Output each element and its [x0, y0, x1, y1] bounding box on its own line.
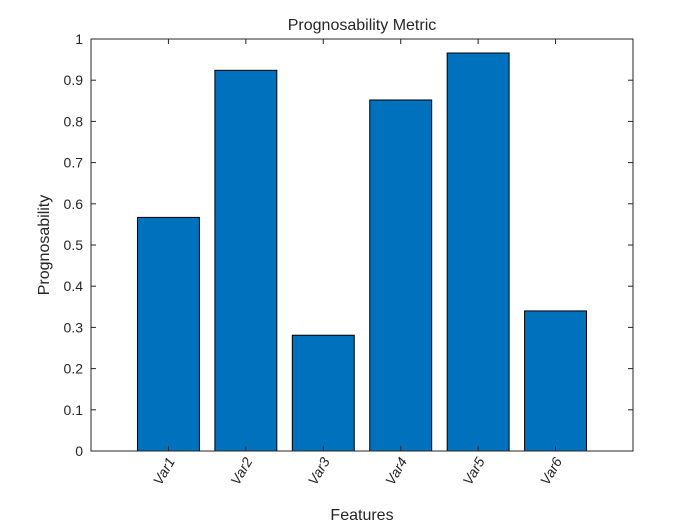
y-tick-label: 0.8 [64, 113, 84, 129]
bar-var3 [291, 334, 355, 452]
chart-title: Prognosability Metric [288, 17, 437, 34]
y-axis-ticks: 0 0.1 0.2 0.3 0.4 0.5 0.6 0.7 0.8 0.9 1 [64, 31, 633, 459]
y-tick-label: 0 [75, 443, 83, 459]
bar-var6 [524, 310, 588, 452]
bar-var1 [136, 216, 200, 452]
bars-group [136, 52, 588, 452]
y-tick-label: 0.1 [64, 402, 84, 418]
y-tick-label: 0.5 [64, 237, 84, 253]
bar-var2 [214, 69, 278, 452]
bar-var5 [446, 52, 510, 452]
x-axis-label: Features [330, 507, 393, 524]
bar-var4 [369, 99, 433, 452]
y-tick-label: 1 [75, 31, 83, 47]
y-tick-label: 0.6 [64, 196, 84, 212]
y-tick-label: 0.7 [64, 155, 84, 171]
y-tick-label: 0.9 [64, 72, 84, 88]
y-tick-label: 0.2 [64, 361, 84, 377]
y-axis-label: Prognosability [36, 195, 53, 296]
y-tick-label: 0.4 [64, 278, 84, 294]
y-tick-label: 0.3 [64, 319, 84, 335]
